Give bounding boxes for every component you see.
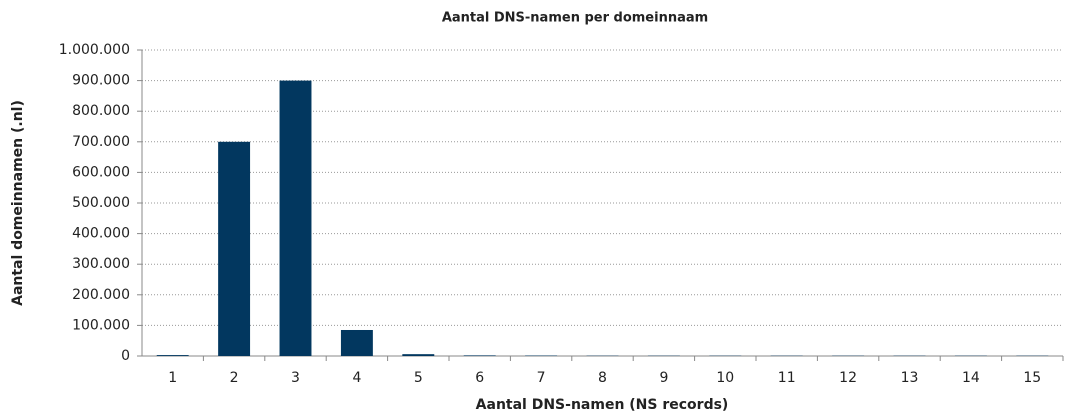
x-tick-label: 15 bbox=[1023, 370, 1041, 386]
bar bbox=[156, 355, 189, 356]
y-tick-label: 1.000.000 bbox=[59, 42, 130, 58]
x-tick-label: 4 bbox=[352, 370, 361, 386]
y-tick-label: 300.000 bbox=[72, 256, 130, 272]
chart-title: Aantal DNS-namen per domeinnaam bbox=[442, 11, 708, 26]
bar bbox=[279, 80, 312, 356]
y-tick-label: 700.000 bbox=[72, 134, 130, 150]
bar bbox=[340, 329, 373, 356]
y-tick-label: 600.000 bbox=[72, 164, 130, 180]
y-tick-label: 400.000 bbox=[72, 226, 130, 242]
y-tick-label: 500.000 bbox=[72, 195, 130, 211]
x-tick-label: 5 bbox=[414, 370, 423, 386]
x-tick-label: 7 bbox=[537, 370, 546, 386]
x-tick-label: 12 bbox=[839, 370, 857, 386]
bar bbox=[218, 141, 251, 356]
x-tick-label: 3 bbox=[291, 370, 300, 386]
y-tick-label: 100.000 bbox=[72, 317, 130, 333]
bar bbox=[402, 354, 435, 356]
y-tick-label: 800.000 bbox=[72, 103, 130, 119]
y-tick-label: 0 bbox=[121, 348, 130, 364]
x-tick-label: 9 bbox=[659, 370, 668, 386]
x-tick-label: 13 bbox=[901, 370, 919, 386]
x-tick-label: 8 bbox=[598, 370, 607, 386]
x-tick-label: 10 bbox=[716, 370, 734, 386]
y-tick-label: 900.000 bbox=[72, 73, 130, 89]
y-tick-label: 200.000 bbox=[72, 287, 130, 303]
x-tick-label: 6 bbox=[475, 370, 484, 386]
x-tick-label: 14 bbox=[962, 370, 980, 386]
bar bbox=[463, 355, 496, 356]
x-tick-label: 1 bbox=[168, 370, 177, 386]
x-tick-label: 11 bbox=[778, 370, 796, 386]
x-axis-label: Aantal DNS-namen (NS records) bbox=[476, 397, 729, 413]
x-tick-label: 2 bbox=[230, 370, 239, 386]
y-axis-label: Aantal domeinnamen (.nl) bbox=[10, 100, 26, 306]
